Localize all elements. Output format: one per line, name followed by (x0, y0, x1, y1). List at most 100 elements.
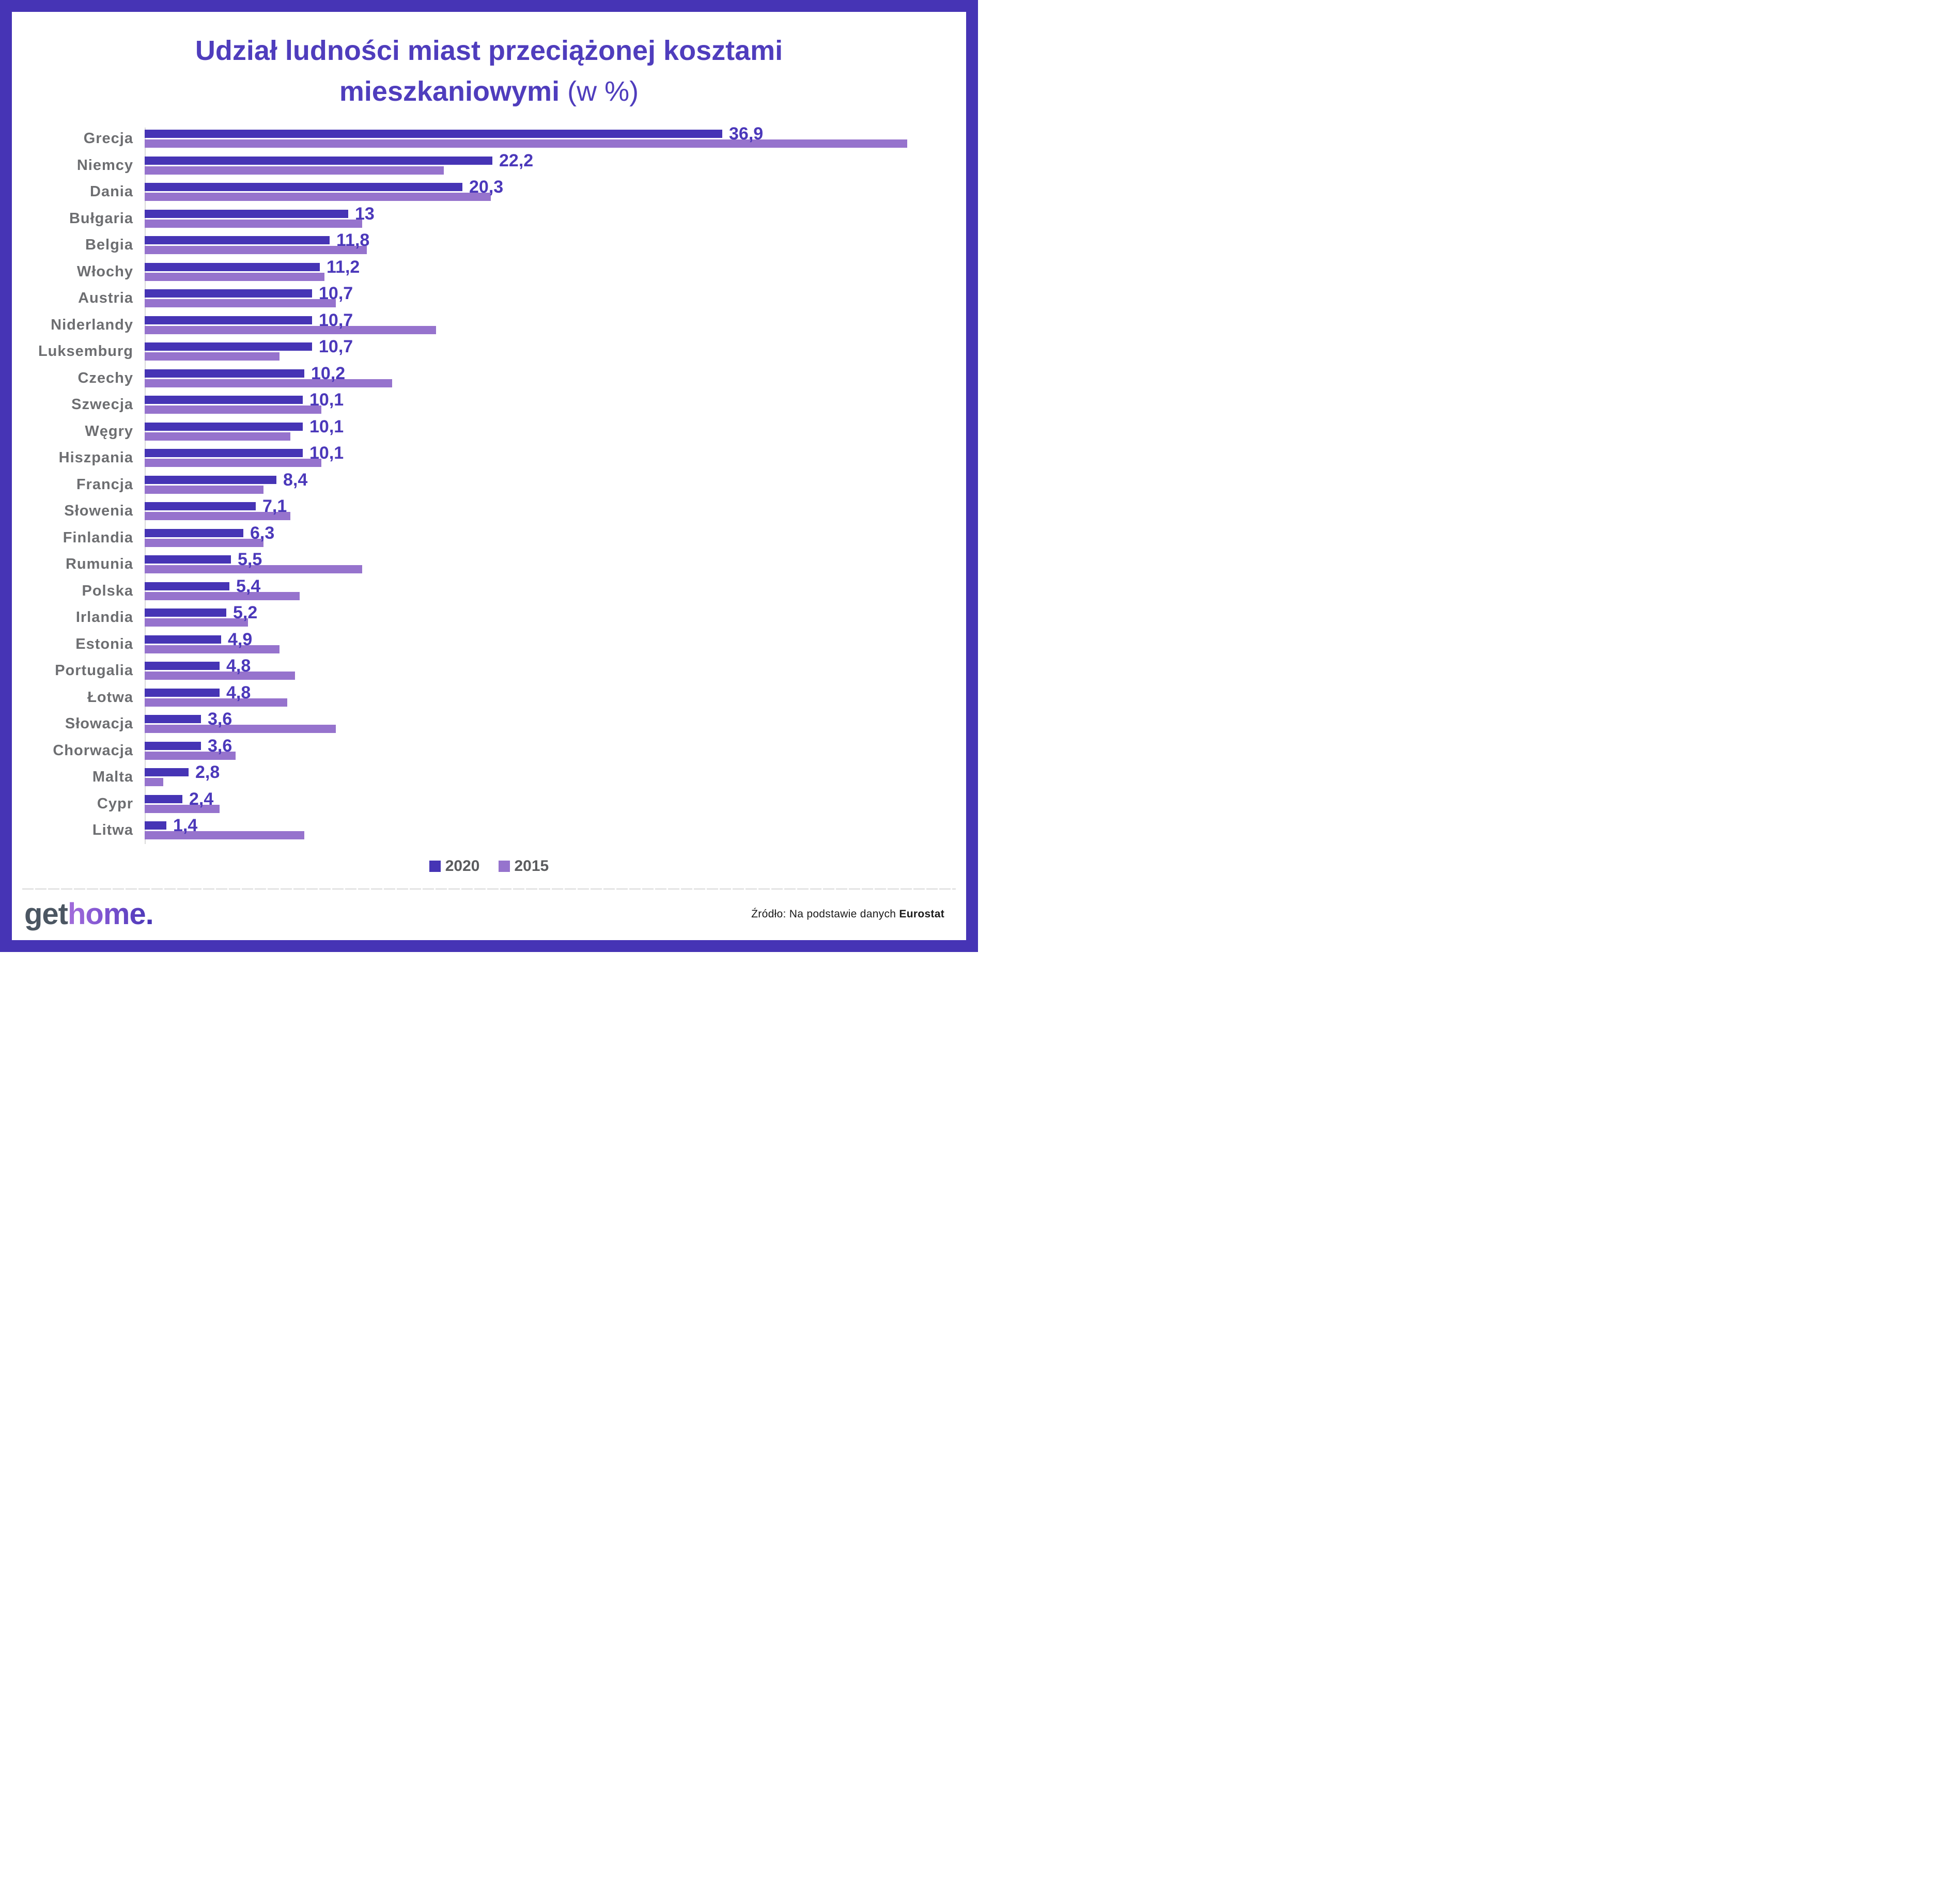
bar-group: 10,2 (145, 365, 966, 392)
legend-item-2015: 2015 (498, 857, 549, 875)
value-label: 10,1 (309, 390, 344, 410)
bar-2020 (145, 475, 276, 484)
value-label: 2,8 (195, 762, 220, 782)
bar-2015 (145, 618, 248, 627)
bar-2020 (145, 396, 303, 404)
chart-row: Portugalia 4,8 (12, 657, 966, 684)
bar-2015 (145, 485, 263, 494)
bar-2015 (145, 698, 287, 707)
value-label: 20,3 (469, 177, 504, 197)
bar-2020 (145, 236, 330, 245)
value-label: 11,8 (336, 230, 370, 250)
value-label: 5,4 (236, 576, 261, 596)
country-label: Hiszpania (58, 449, 133, 466)
value-label: 7,1 (262, 496, 287, 516)
value-label: 10,7 (319, 310, 353, 330)
chart-row: Finlandia 6,3 (12, 523, 966, 552)
bar-group: 3,6 (145, 737, 966, 764)
value-label: 3,6 (208, 709, 232, 729)
bar-group: 5,2 (145, 604, 966, 631)
country-label: Niemcy (76, 157, 133, 174)
bar-2015 (145, 725, 336, 733)
value-label: 6,3 (250, 523, 275, 543)
chart-row: Malta 2,8 (12, 762, 966, 791)
chart-row: Słowacja 3,6 (12, 709, 966, 738)
bar-group: 2,8 (145, 762, 966, 791)
bar-group: 4,8 (145, 657, 966, 684)
country-label: Malta (92, 769, 133, 786)
country-label: Belgia (85, 237, 133, 254)
bar-2020 (145, 794, 182, 803)
country-label: Dania (90, 183, 133, 200)
bar-2015 (145, 831, 304, 840)
infographic-frame: Udział ludności miast przeciążonej koszt… (0, 0, 978, 952)
chart-row: Chorwacja 3,6 (12, 737, 966, 764)
country-label: Francja (76, 476, 133, 493)
bar-2020 (145, 449, 303, 458)
chart-title: Udział ludności miast przeciążonej koszt… (12, 30, 966, 112)
bar-group: 20,3 (145, 177, 966, 206)
legend-label-2020: 2020 (445, 857, 480, 875)
chart-row: Polska 5,4 (12, 578, 966, 605)
bar-2015 (145, 379, 392, 387)
chart-row: Estonia 4,9 (12, 631, 966, 658)
value-label: 10,1 (309, 416, 344, 436)
bar-2020 (145, 768, 189, 777)
value-label: 10,1 (309, 443, 344, 463)
chart-title-line1: Udział ludności miast przeciążonej koszt… (195, 35, 783, 66)
value-label: 5,5 (238, 550, 262, 569)
bar-2015 (145, 538, 263, 547)
bar-2015 (145, 246, 367, 255)
country-label: Cypr (97, 795, 133, 812)
bar-2015 (145, 459, 321, 467)
bar-2020 (145, 209, 348, 218)
chart-row: Bułgaria 13 (12, 205, 966, 232)
country-label: Finlandia (63, 529, 133, 546)
legend-swatch-2015 (498, 860, 510, 872)
bar-group: 4,9 (145, 631, 966, 658)
value-label: 11,2 (327, 257, 360, 277)
bar-2020 (145, 821, 166, 830)
chart-row: Węgry 10,1 (12, 418, 966, 445)
country-label: Węgry (85, 423, 133, 440)
bar-group: 5,4 (145, 578, 966, 605)
bar-2015 (145, 432, 290, 441)
bar-group: 10,1 (145, 443, 966, 472)
footer-divider (22, 888, 956, 889)
country-label: Grecja (83, 130, 133, 147)
value-label: 5,2 (233, 603, 258, 622)
bar-2020 (145, 156, 492, 165)
legend-label-2015: 2015 (514, 857, 549, 875)
bar-2015 (145, 751, 236, 760)
legend-item-2020: 2020 (429, 857, 480, 875)
chart-title-unit: (w %) (567, 76, 639, 107)
source-prefix: Źródło: Na podstawie danych (751, 908, 899, 920)
bar-2015 (145, 565, 362, 574)
bar-group: 1,4 (145, 817, 966, 844)
country-label: Niderlandy (51, 316, 133, 333)
chart-row: Grecja 36,9 (12, 125, 966, 152)
bar-2015 (145, 272, 324, 281)
bar-chart: Grecja 36,9 Niemcy 22,2 Dania 20,3 Bułgaria 13 B… (12, 125, 966, 844)
bar-2015 (145, 299, 336, 308)
bar-2015 (145, 219, 362, 228)
source-note: Źródło: Na podstawie danych Eurostat (751, 908, 944, 920)
bar-2020 (145, 342, 312, 351)
value-label: 22,2 (499, 150, 534, 170)
bar-2015 (145, 591, 300, 600)
bar-group: 3,6 (145, 709, 966, 738)
value-label: 1,4 (173, 816, 198, 835)
country-label: Łotwa (87, 689, 133, 706)
country-label: Portugalia (55, 662, 133, 679)
bar-2015 (145, 778, 163, 787)
chart-row: Austria 10,7 (12, 285, 966, 312)
value-label: 4,8 (226, 682, 251, 703)
logo-home: home. (68, 897, 154, 931)
value-label: 2,4 (189, 789, 214, 809)
bar-2015 (145, 672, 295, 680)
bar-group: 2,4 (145, 789, 966, 818)
bar-2015 (145, 139, 907, 148)
chart-row: Luksemburg 10,7 (12, 338, 966, 365)
value-label: 8,4 (283, 470, 308, 490)
bar-2020 (145, 422, 303, 431)
